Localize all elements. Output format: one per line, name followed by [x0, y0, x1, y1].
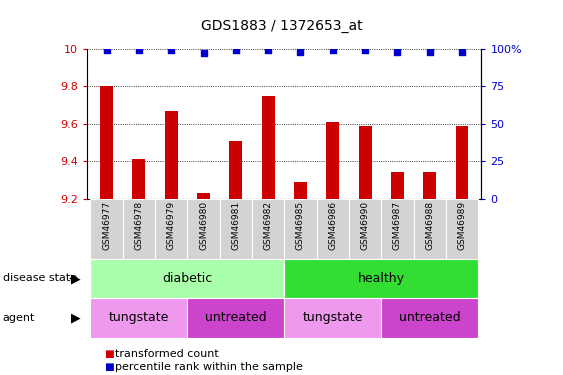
Text: untreated: untreated	[399, 311, 461, 324]
Bar	[187, 298, 284, 338]
Text: GSM46987: GSM46987	[393, 201, 402, 250]
Bar	[423, 172, 436, 199]
Bar	[100, 86, 113, 199]
Bar	[381, 199, 414, 259]
Bar	[284, 199, 316, 259]
Bar	[187, 199, 220, 259]
Point	[231, 47, 240, 53]
Text: tungstate: tungstate	[302, 311, 363, 324]
Bar	[284, 259, 478, 298]
Bar	[455, 126, 468, 199]
Text: untreated: untreated	[205, 311, 267, 324]
Text: GSM46988: GSM46988	[425, 201, 434, 250]
Text: agent: agent	[3, 313, 35, 323]
Point	[458, 49, 467, 55]
Text: GDS1883 / 1372653_at: GDS1883 / 1372653_at	[200, 19, 363, 33]
Text: healthy: healthy	[358, 272, 405, 285]
Bar	[123, 199, 155, 259]
Point	[199, 50, 208, 56]
Text: GSM46989: GSM46989	[458, 201, 467, 250]
Point	[360, 47, 369, 53]
Text: tungstate: tungstate	[109, 311, 169, 324]
Text: GSM46982: GSM46982	[263, 201, 272, 249]
Text: GSM46978: GSM46978	[135, 201, 144, 250]
Point	[296, 49, 305, 55]
Bar	[132, 159, 145, 199]
Bar	[349, 199, 381, 259]
Bar	[155, 199, 187, 259]
Text: disease state: disease state	[3, 273, 77, 284]
Text: GSM46981: GSM46981	[231, 201, 240, 250]
Text: ■: ■	[104, 362, 114, 372]
Bar	[359, 126, 372, 199]
Text: ■: ■	[104, 350, 114, 359]
Point	[328, 47, 337, 53]
Bar	[91, 298, 187, 338]
Text: GSM46977: GSM46977	[102, 201, 111, 250]
Text: GSM46980: GSM46980	[199, 201, 208, 250]
Bar	[91, 199, 123, 259]
Point	[102, 47, 111, 53]
Text: diabetic: diabetic	[162, 272, 212, 285]
Text: GSM46979: GSM46979	[167, 201, 176, 250]
Bar	[284, 298, 381, 338]
Bar	[327, 122, 339, 199]
Bar	[262, 96, 275, 199]
Text: GSM46990: GSM46990	[360, 201, 369, 250]
Bar	[229, 141, 242, 199]
Bar	[446, 199, 478, 259]
Text: transformed count: transformed count	[115, 350, 219, 359]
Text: GSM46986: GSM46986	[328, 201, 337, 250]
Point	[263, 47, 272, 53]
Text: GSM46985: GSM46985	[296, 201, 305, 250]
Bar	[316, 199, 349, 259]
Text: percentile rank within the sample: percentile rank within the sample	[115, 362, 303, 372]
Text: ▶: ▶	[71, 311, 81, 324]
Point	[167, 47, 176, 53]
Bar	[197, 193, 210, 199]
Point	[393, 49, 402, 55]
Bar	[165, 111, 178, 199]
Bar	[381, 298, 478, 338]
Bar	[252, 199, 284, 259]
Bar	[220, 199, 252, 259]
Point	[425, 49, 434, 55]
Bar	[294, 182, 307, 199]
Text: ▶: ▶	[71, 272, 81, 285]
Bar	[414, 199, 446, 259]
Bar	[91, 259, 284, 298]
Bar	[391, 172, 404, 199]
Point	[135, 47, 144, 53]
